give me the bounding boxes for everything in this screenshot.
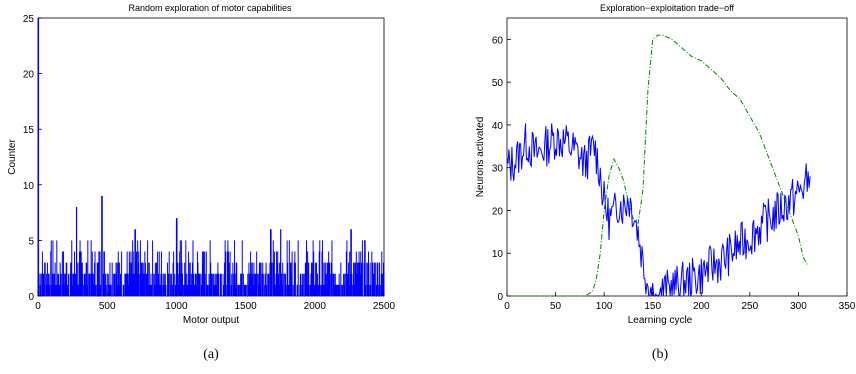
x-tick-label: 300: [790, 301, 807, 312]
chart-a-title: Random exploration of motor capabilities: [128, 3, 292, 13]
x-tick-label: 2000: [304, 301, 327, 312]
x-tick-label: 100: [596, 301, 613, 312]
chart-a: Random exploration of motor capabilities…: [7, 3, 396, 362]
x-tick-label: 1000: [165, 301, 188, 312]
series-line: [507, 34, 809, 297]
y-tick-label: 50: [492, 78, 504, 89]
y-tick-label: 25: [23, 14, 35, 25]
y-tick-label: 40: [492, 121, 504, 132]
caption-b: (b): [652, 347, 669, 362]
chart-a-y-ticks: 0 5 10 15 20 25: [23, 14, 42, 303]
y-tick-label: 10: [492, 249, 504, 260]
x-tick-label: 50: [550, 301, 562, 312]
x-tick-label: 150: [644, 301, 661, 312]
chart-b: Exploration−exploitation trade−off 0 50 10…: [475, 3, 856, 362]
chart-b-x-ticks: 0 50 100 150 200 250 300 350: [504, 292, 856, 312]
y-tick-label: 5: [28, 236, 34, 247]
x-tick-label: 250: [742, 301, 759, 312]
y-tick-label: 30: [492, 164, 504, 175]
y-tick-label: 15: [23, 125, 35, 136]
series-line: [506, 123, 811, 297]
y-tick-label: 20: [492, 206, 504, 217]
y-tick-label: 60: [492, 35, 504, 46]
chart-b-lines: [506, 34, 811, 297]
x-tick-label: 500: [99, 301, 116, 312]
x-tick-label: 1500: [234, 301, 257, 312]
y-tick-label: 20: [23, 70, 35, 81]
y-tick-label: 0: [28, 292, 34, 303]
chart-b-title: Exploration−exploitation trade−off: [600, 3, 734, 13]
chart-a-axes: [37, 17, 385, 297]
chart-b-axes: [506, 17, 848, 297]
chart-a-ylabel: Counter: [7, 139, 18, 175]
y-tick-label: 10: [23, 181, 35, 192]
x-tick-label: 2500: [373, 301, 396, 312]
x-tick-label: 0: [35, 301, 41, 312]
x-tick-label: 200: [693, 301, 710, 312]
x-tick-label: 0: [504, 301, 510, 312]
chart-b-xlabel: Learning cycle: [628, 315, 693, 326]
chart-a-xlabel: Motor output: [183, 315, 239, 326]
y-tick-label: 0: [497, 292, 503, 303]
chart-a-bars: [37, 18, 385, 296]
chart-b-ylabel: Neurons activated: [475, 117, 486, 198]
chart-b-y-ticks: 0 10 20 30 40 50 60: [492, 35, 511, 303]
x-tick-label: 350: [839, 301, 856, 312]
caption-a: (a): [203, 347, 219, 362]
chart-a-x-ticks: 0 500 1000 1500 2000 2500: [35, 292, 396, 312]
